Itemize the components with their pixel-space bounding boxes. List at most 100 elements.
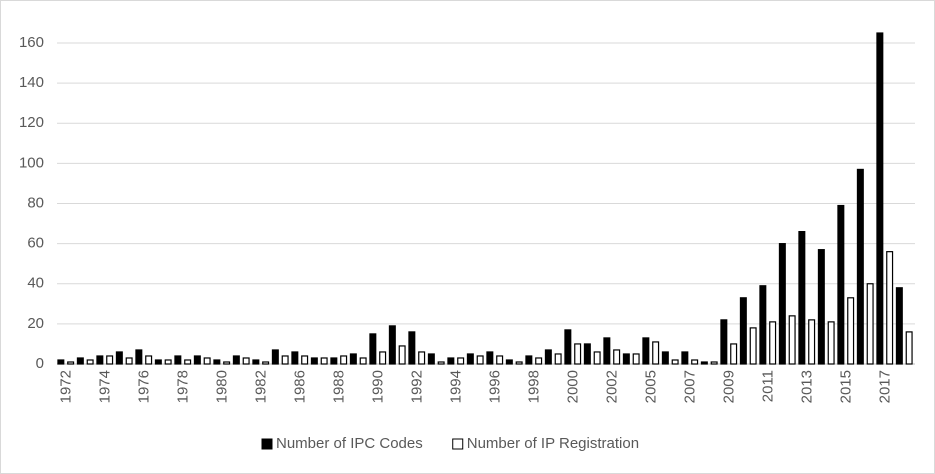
bar [622, 353, 630, 365]
bar [476, 355, 484, 365]
bar [67, 361, 75, 365]
bar [447, 357, 455, 365]
bar [798, 231, 806, 365]
bar [193, 355, 201, 365]
y-tick-label: 60 [27, 235, 44, 252]
bar [86, 359, 94, 365]
bar [281, 355, 289, 365]
bar [232, 355, 240, 365]
x-tick-label: 1988 [331, 370, 348, 403]
x-tick-label: 2011 [760, 370, 777, 402]
x-tick-label: 1990 [370, 370, 387, 403]
bar [564, 329, 572, 365]
bar [739, 297, 747, 365]
bar [886, 251, 894, 365]
bar [827, 321, 835, 365]
bar [154, 359, 162, 365]
x-tick-label: 1986 [292, 370, 309, 403]
bar [652, 341, 660, 365]
bar [291, 351, 299, 365]
bar [223, 361, 231, 365]
x-tick-label: 1980 [214, 370, 231, 403]
y-tick-label: 20 [27, 315, 44, 332]
bar [203, 357, 211, 365]
x-tick-label: 2009 [721, 370, 738, 403]
bar [398, 345, 406, 365]
bar [856, 168, 864, 365]
x-tick-label: 2002 [604, 370, 621, 403]
legend-label: Number of IP Registration [467, 435, 639, 452]
bar [817, 249, 825, 365]
bar [700, 361, 708, 365]
bar [379, 351, 387, 365]
bar [242, 357, 250, 365]
bar [310, 357, 318, 365]
bar [427, 353, 435, 365]
bar [457, 357, 465, 365]
bar [525, 355, 533, 365]
y-tick-label: 0 [36, 355, 44, 372]
y-tick-label: 100 [19, 154, 44, 171]
bar [691, 359, 699, 365]
bar [76, 357, 84, 365]
bar [496, 355, 504, 365]
x-tick-label: 1974 [97, 370, 114, 403]
bar [730, 343, 738, 365]
bar [749, 327, 757, 365]
bar [505, 359, 513, 365]
x-tick-label: 1994 [448, 370, 465, 403]
x-tick-label: 1992 [409, 370, 426, 403]
x-tick-label: 2013 [799, 370, 816, 403]
bar [135, 349, 143, 365]
x-tick-label: 1998 [526, 370, 543, 403]
legend-label: Number of IPC Codes [276, 435, 423, 452]
bar [213, 359, 221, 365]
bar [681, 351, 689, 365]
x-tick-label: 1996 [487, 370, 504, 403]
x-tick-label: 2007 [682, 370, 699, 403]
x-tick-label: 1982 [253, 370, 270, 403]
bar [895, 287, 903, 365]
bar [252, 359, 260, 365]
x-tick-label: 1978 [175, 370, 192, 403]
bar [788, 315, 796, 365]
bar [388, 325, 396, 365]
x-tick-label: 2015 [838, 370, 855, 403]
bar [535, 357, 543, 365]
bar [847, 297, 855, 365]
y-tick-label: 120 [19, 114, 44, 131]
bar [369, 333, 377, 365]
y-tick-label: 160 [19, 34, 44, 51]
y-tick-label: 40 [27, 275, 44, 292]
bar [769, 321, 777, 365]
y-tick-label: 80 [27, 194, 44, 211]
bar [115, 351, 123, 365]
bar [145, 355, 153, 365]
bar [642, 337, 650, 365]
bar [486, 351, 494, 365]
bar [720, 319, 728, 365]
bar [808, 319, 816, 365]
bar [125, 357, 133, 365]
bar [603, 337, 611, 365]
bar [184, 359, 192, 365]
bar [554, 353, 562, 365]
bar [866, 283, 874, 365]
bar [418, 351, 426, 365]
bar [359, 357, 367, 365]
bar [437, 361, 445, 365]
legend-swatch [452, 438, 464, 450]
x-tick-label: 2017 [877, 370, 894, 403]
legend-swatch [261, 438, 273, 450]
bar [271, 349, 279, 365]
bar [632, 353, 640, 365]
bar [349, 353, 357, 365]
bar [96, 355, 104, 365]
x-tick-label: 1972 [58, 370, 75, 403]
bar [330, 357, 338, 365]
x-tick-label: 2005 [643, 370, 660, 403]
bar [671, 359, 679, 365]
bar [174, 355, 182, 365]
